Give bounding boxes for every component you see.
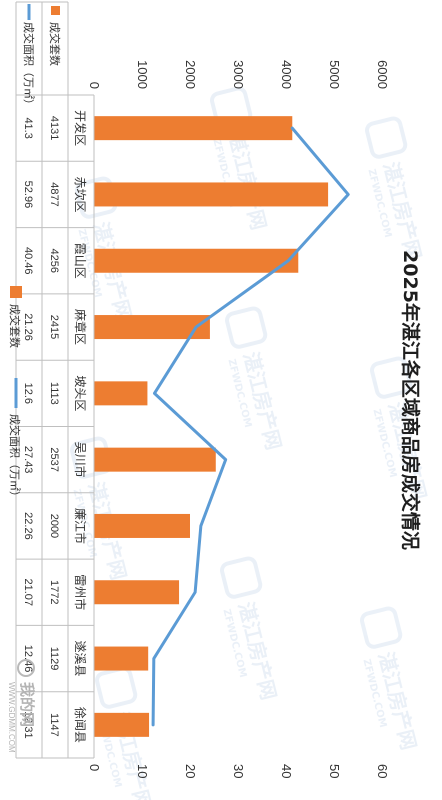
category-label: 遂溪县: [73, 641, 87, 677]
bar: [94, 447, 216, 472]
table-cell: 4877: [48, 182, 60, 206]
bar: [94, 580, 180, 605]
table-cell: 40.46: [22, 247, 34, 275]
table-cell: 2000: [48, 514, 60, 538]
left-axis-tick: 2000: [183, 60, 198, 89]
right-axis-tick: 10: [135, 764, 150, 778]
category-label: 赤坎区: [73, 176, 87, 212]
series-line: [151, 126, 350, 727]
table-row-label: 成交套数: [48, 22, 62, 66]
category-label: 开发区: [73, 110, 88, 146]
category-label: 廉江市: [73, 508, 88, 544]
table-row-label: 成交面积（万㎡）: [22, 22, 36, 110]
table-cell: 27.43: [22, 446, 34, 474]
right-axis-tick: 30: [231, 764, 246, 778]
bar: [94, 248, 299, 273]
legend-label: 成交面积（万㎡）: [8, 414, 22, 502]
watermark-logo-icon: [370, 356, 413, 399]
category-label: 霞山区: [73, 243, 87, 279]
watermark-logo-icon: [95, 666, 138, 709]
legend-label: 成交套数: [8, 304, 22, 348]
left-axis-tick: 4000: [279, 60, 294, 89]
table-cell: 12.6: [22, 383, 34, 404]
table-key-swatch: [51, 6, 60, 15]
watermark-logo-icon: [360, 606, 403, 649]
table-cell: 21.26: [22, 313, 34, 341]
plot-area: 0 1000 2000 3000 4000 5000 6000 0 10 20 30 40 50 60: [87, 60, 390, 778]
table-cell: 12.46: [22, 645, 34, 673]
left-axis-tick: 5000: [327, 60, 342, 89]
right-axis-tick: 40: [279, 764, 294, 778]
bar: [94, 513, 190, 538]
bar: [94, 712, 150, 737]
table-cell: 4131: [48, 116, 60, 140]
right-axis-tick: 20: [183, 764, 198, 778]
footer-logo-text: 我的网: [18, 682, 36, 727]
category-label: 吴川市: [73, 442, 88, 478]
table-cell: 2537: [48, 447, 60, 471]
left-axis-tick: 1000: [135, 60, 150, 89]
table-cell: 22.26: [22, 512, 34, 540]
category-label: 雷州市: [73, 574, 88, 610]
footer-logo-icon: [17, 659, 35, 677]
watermark-logo-icon: [225, 306, 268, 349]
category-label: 徐闻县: [73, 707, 88, 743]
table-cell: 21.07: [22, 578, 34, 606]
chart-title: 2025年湛江各区域商品房成交情况: [399, 250, 422, 550]
watermark-logo-icon: [220, 556, 263, 599]
bar: [94, 182, 329, 207]
category-label: 坡头区: [73, 375, 87, 411]
footer-logo-url: WWW.GDMM.COM: [7, 682, 16, 753]
bar: [93, 646, 149, 671]
category-label: 麻章区: [73, 309, 88, 345]
right-axis-tick: 0: [87, 764, 102, 771]
legend-bar-swatch: [10, 286, 22, 298]
left-axis-tick: 0: [87, 82, 102, 89]
bar: [94, 381, 148, 406]
table-cell: 12.31: [22, 711, 34, 739]
bar: [94, 315, 210, 340]
table-cell: 4256: [48, 249, 60, 273]
right-axis-tick: 60: [375, 764, 390, 778]
right-axis-tick: 50: [327, 764, 342, 778]
table-cell: 41.3: [22, 117, 34, 138]
table-cell: 2415: [48, 315, 60, 339]
left-axis-tick: 3000: [231, 60, 246, 89]
table-cell: 1147: [48, 713, 60, 737]
watermark-logo-icon: [365, 116, 408, 159]
left-axis-tick: 6000: [375, 60, 390, 89]
bar: [94, 116, 293, 141]
table-cell: 1113: [48, 382, 60, 405]
table-cell: 52.96: [22, 181, 34, 209]
table-cell: 1772: [48, 580, 60, 604]
table-cell: 1129: [48, 647, 60, 671]
